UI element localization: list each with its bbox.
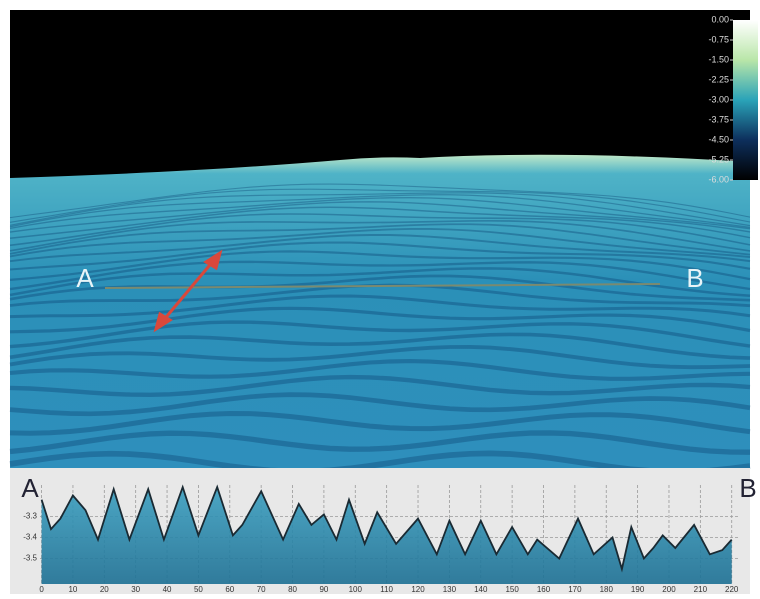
y-tick-label: -3.3 bbox=[23, 512, 37, 521]
x-tick-label: 100 bbox=[349, 585, 363, 594]
x-tick-label: 50 bbox=[194, 585, 203, 594]
x-tick-label: 170 bbox=[568, 585, 582, 594]
x-tick-label: 150 bbox=[505, 585, 519, 594]
scene-label-a: A bbox=[76, 263, 94, 293]
x-tick-label: 120 bbox=[411, 585, 425, 594]
x-tick-label: 10 bbox=[68, 585, 77, 594]
x-tick-label: 20 bbox=[100, 585, 109, 594]
x-tick-label: 130 bbox=[443, 585, 457, 594]
scene-label-b: B bbox=[686, 263, 703, 293]
colorbar-tick-label: -3.00 bbox=[708, 94, 729, 104]
colorbar-tick-label: 0.00 bbox=[711, 14, 729, 24]
x-tick-label: 90 bbox=[319, 585, 328, 594]
colorbar-tick-label: -6.00 bbox=[708, 174, 729, 184]
x-tick-label: 160 bbox=[537, 585, 551, 594]
profile-end-label: B bbox=[739, 473, 756, 503]
x-tick-label: 180 bbox=[600, 585, 614, 594]
colorbar-tick-label: -2.25 bbox=[708, 74, 729, 84]
y-tick-label: -3.4 bbox=[23, 533, 37, 542]
colorbar-tick-label: -1.50 bbox=[708, 54, 729, 64]
colorbar bbox=[733, 20, 758, 180]
x-tick-label: 40 bbox=[163, 585, 172, 594]
x-tick-label: 110 bbox=[380, 585, 393, 594]
x-tick-label: 60 bbox=[225, 585, 234, 594]
x-tick-label: 220 bbox=[725, 585, 739, 594]
x-tick-label: 70 bbox=[257, 585, 266, 594]
y-tick-label: -3.5 bbox=[23, 554, 37, 563]
screenshot: A B A B 0.00 -0.75 -1.50 -2.25 -3.00 -3.75 -4.… bbox=[0, 0, 760, 594]
colorbar-tick-label: -0.75 bbox=[708, 34, 729, 44]
profile-start-label: A bbox=[21, 473, 39, 503]
x-tick-label: 190 bbox=[631, 585, 645, 594]
x-tick-label: 0 bbox=[39, 585, 44, 594]
x-tick-label: 30 bbox=[131, 585, 140, 594]
x-tick-label: 80 bbox=[288, 585, 297, 594]
x-tick-label: 200 bbox=[662, 585, 676, 594]
x-tick-label: 140 bbox=[474, 585, 488, 594]
page: {"scene": {"labels": ["A", "B"], "colorb… bbox=[0, 0, 760, 594]
x-tick-label: 210 bbox=[694, 585, 708, 594]
colorbar-tick-label: -3.75 bbox=[708, 114, 729, 124]
colorbar-tick-label: -5.25 bbox=[708, 154, 729, 164]
colorbar-tick-label: -4.50 bbox=[708, 134, 729, 144]
